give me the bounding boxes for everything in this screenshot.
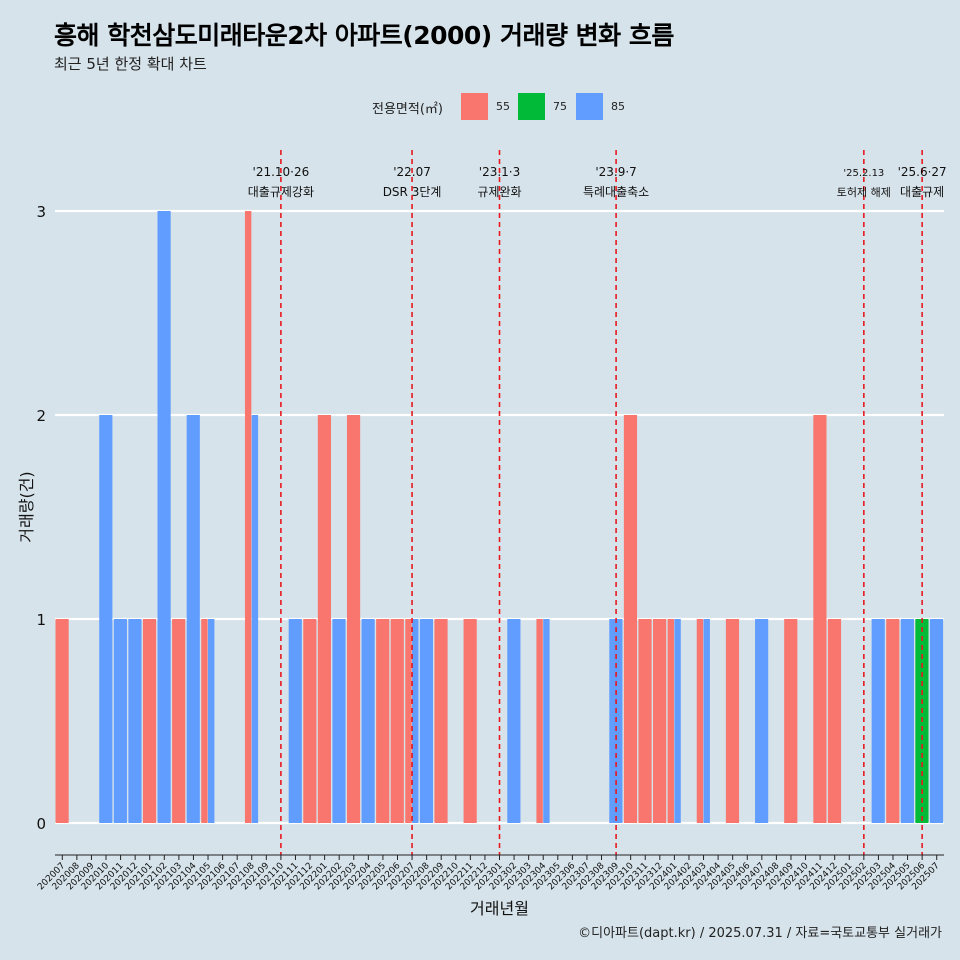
bar-202311-55 <box>638 619 652 823</box>
bar-202507-85 <box>929 619 944 823</box>
bar-202105-85 <box>208 619 215 823</box>
bar-202304-55 <box>536 619 543 823</box>
bar-202206-55 <box>390 619 404 823</box>
bar-202007-55 <box>55 619 69 823</box>
bar-202211-55 <box>463 619 477 823</box>
event-date-5: '25.6·27 <box>898 165 947 179</box>
legend-label-75: 75 <box>553 100 567 113</box>
bar-202409-55 <box>784 619 798 823</box>
event-date-4: '25.2.13 <box>843 168 884 179</box>
y-tick-label-3: 3 <box>36 203 46 221</box>
legend-label-55: 55 <box>496 100 510 113</box>
bar-202012-85 <box>128 619 142 823</box>
bar-202401-55 <box>667 619 674 823</box>
source-caption: ©디아파트(dapt.kr) / 2025.07.31 / 자료=국토교통부 실… <box>578 926 942 941</box>
event-date-3: '23.9·7 <box>595 165 636 179</box>
bar-202505-85 <box>900 619 914 823</box>
event-label-3: 특례대출축소 <box>583 185 649 199</box>
bar-202105-55 <box>201 619 208 823</box>
bar-202503-85 <box>871 619 885 823</box>
bar-202209-55 <box>434 619 448 823</box>
bar-202103-55 <box>172 619 186 823</box>
legend-title: 전용면적(㎡) <box>372 102 443 117</box>
legend-label-85: 85 <box>611 100 625 113</box>
event-label-4: 토허제 해제 <box>837 185 891 199</box>
y-axis-title: 거래량(건) <box>17 471 36 542</box>
event-date-0: '21.10·26 <box>253 165 310 179</box>
event-label-5: 대출규제 <box>900 185 944 199</box>
bar-202204-85 <box>361 619 375 823</box>
bar-202208-85 <box>419 619 434 823</box>
bar-202011-85 <box>113 619 127 823</box>
bar-202104-85 <box>186 415 200 823</box>
bar-202111-85 <box>288 619 302 823</box>
legend: 전용면적(㎡) 55 75 85 <box>0 93 960 121</box>
bar-202407-85 <box>755 619 769 823</box>
legend-swatch-55 <box>461 93 488 120</box>
event-date-2: '23.1·3 <box>479 165 520 179</box>
bar-202504-55 <box>886 619 900 823</box>
y-tick-label-1: 1 <box>36 611 46 629</box>
legend-swatch-75 <box>518 93 545 120</box>
x-axis-title: 거래년월 <box>470 899 529 918</box>
bar-202207-55 <box>405 619 412 823</box>
bar-202201-55 <box>317 415 332 823</box>
bar-202102-85 <box>157 211 171 823</box>
bar-202108-55 <box>244 211 252 823</box>
event-label-0: 대출규제강화 <box>248 185 314 199</box>
bar-202205-55 <box>376 619 390 823</box>
bar-202304-85 <box>543 619 550 823</box>
bar-202010-85 <box>99 415 113 823</box>
legend-swatch-85 <box>576 93 603 120</box>
bar-202405-55 <box>725 619 740 823</box>
bar-202108-85 <box>251 415 259 823</box>
event-label-2: 규제완화 <box>477 185 521 199</box>
event-label-1: DSR 3단계 <box>383 185 442 199</box>
bar-202312-55 <box>653 619 667 823</box>
bar-202403-55 <box>696 619 704 823</box>
chart-title: 흥해 학천삼도미래타운2차 아파트(2000) 거래량 변화 흐름 <box>54 21 674 50</box>
bar-202310-55 <box>623 415 638 823</box>
bar-202202-85 <box>332 619 346 823</box>
bar-202302-85 <box>507 619 521 823</box>
bar-202112-55 <box>303 619 317 823</box>
event-date-1: '22.07 <box>393 165 431 179</box>
bar-202207-85 <box>412 619 419 823</box>
chart-subtitle: 최근 5년 한정 확대 차트 <box>54 55 207 73</box>
y-tick-label-2: 2 <box>36 407 46 425</box>
bar-202411-55 <box>813 415 827 823</box>
bar-202403-85 <box>703 619 710 823</box>
bar-202412-55 <box>827 619 842 823</box>
y-tick-label-0: 0 <box>36 815 46 833</box>
bar-202101-55 <box>142 619 157 823</box>
bar-202203-55 <box>346 415 361 823</box>
bar-202401-85 <box>674 619 681 823</box>
